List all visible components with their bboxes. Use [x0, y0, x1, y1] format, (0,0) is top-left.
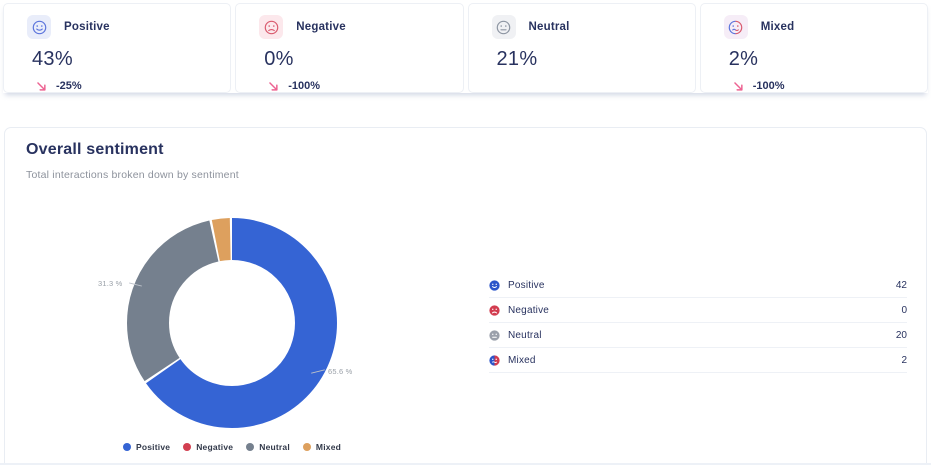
- mixed-face-icon: [723, 15, 748, 39]
- stat-change: -25%: [35, 79, 216, 93]
- stat-change: -100%: [732, 79, 913, 93]
- stat-card-mixed: Mixed 2% -100%: [699, 3, 928, 93]
- stat-label: Negative: [296, 21, 346, 33]
- neutral-face-icon: [489, 329, 500, 341]
- positive-smiley-icon: [27, 15, 51, 39]
- stat-value: 2%: [728, 48, 759, 70]
- chart-legend: Positive Negative Neutral Mixed: [115, 442, 349, 452]
- stat-card-header: Neutral: [491, 15, 681, 39]
- stat-label: Mixed: [760, 21, 795, 33]
- positive-dot-icon: [122, 443, 131, 451]
- stat-card-header: Positive: [27, 15, 216, 39]
- row-label: Negative: [508, 304, 550, 316]
- donut-segment-neutral[interactable]: [127, 218, 337, 428]
- overall-sentiment-panel: Overall sentiment Total interactions bro…: [4, 127, 927, 465]
- stat-value: 0%: [264, 48, 294, 70]
- donut-chart[interactable]: [127, 218, 337, 428]
- stat-label: Positive: [64, 21, 110, 33]
- legend-item-positive[interactable]: Positive: [122, 442, 171, 452]
- list-item-mixed[interactable]: Mixed 2: [489, 348, 907, 373]
- panel-title: Overall sentiment: [26, 141, 164, 158]
- row-value: 42: [895, 279, 907, 291]
- neutral-dot-icon: [246, 443, 255, 451]
- legend-label: Mixed: [315, 442, 342, 452]
- stat-change: -100%: [267, 79, 448, 93]
- stat-change-value: -100%: [288, 80, 321, 92]
- legend-label: Positive: [135, 442, 171, 452]
- donut-segment-positive[interactable]: [127, 218, 337, 428]
- list-item-negative[interactable]: Negative 0: [489, 298, 907, 323]
- stat-value: 21%: [496, 48, 538, 70]
- stat-change-value: -25%: [56, 80, 82, 92]
- row-value: 20: [895, 329, 907, 341]
- stat-card-positive: Positive 43% -25%: [3, 3, 232, 93]
- neutral-face-icon: [491, 15, 516, 39]
- stat-card-header: Negative: [259, 15, 448, 39]
- donut-label-neutral: 31.3 %: [98, 279, 123, 288]
- row-value: 0: [901, 304, 907, 316]
- stat-card-neutral: Neutral 21%: [467, 3, 696, 93]
- negative-frown-icon: [259, 15, 284, 39]
- mixed-face-icon: [489, 354, 500, 366]
- list-item-positive[interactable]: Positive 42: [489, 273, 907, 298]
- positive-smiley-icon: [489, 279, 500, 291]
- legend-label: Negative: [196, 442, 234, 452]
- legend-label: Neutral: [259, 442, 290, 452]
- sentiment-stats-row: Positive 43% -25% Negative 0%: [3, 3, 928, 93]
- stat-value: 43%: [32, 48, 73, 70]
- negative-dot-icon: [183, 443, 192, 451]
- row-label: Positive: [508, 279, 545, 291]
- stat-change-value: -100%: [752, 80, 785, 92]
- trend-down-arrow-icon: [732, 80, 745, 93]
- row-value: 2: [901, 354, 907, 366]
- panel-subtitle: Total interactions broken down by sentim…: [26, 169, 239, 181]
- stat-card-negative: Negative 0% -100%: [235, 3, 464, 93]
- stat-label: Neutral: [528, 21, 570, 33]
- trend-down-arrow-icon: [267, 80, 280, 93]
- trend-down-arrow-icon: [35, 80, 48, 93]
- row-label: Mixed: [508, 354, 536, 366]
- negative-frown-icon: [489, 304, 500, 316]
- sentiment-breakdown-list: Positive 42 Negative 0 Neutral 20 Mixed …: [489, 273, 907, 373]
- legend-item-mixed[interactable]: Mixed: [302, 442, 342, 452]
- donut-label-positive: 65.6 %: [328, 367, 353, 376]
- stat-card-header: Mixed: [723, 15, 913, 39]
- legend-item-negative[interactable]: Negative: [183, 442, 233, 452]
- list-item-neutral[interactable]: Neutral 20: [489, 323, 907, 348]
- legend-item-neutral[interactable]: Neutral: [246, 442, 290, 452]
- row-label: Neutral: [508, 329, 542, 341]
- mixed-dot-icon: [302, 443, 311, 451]
